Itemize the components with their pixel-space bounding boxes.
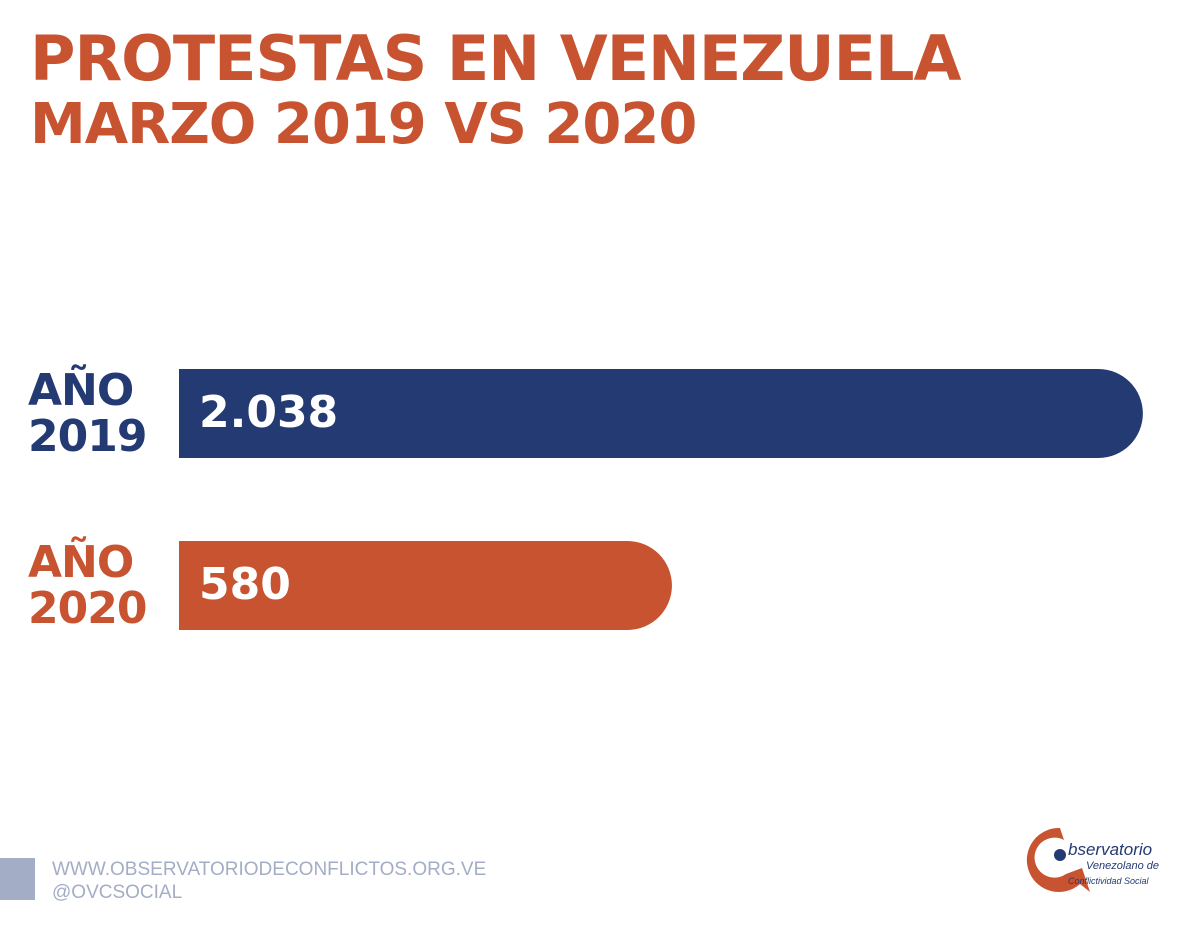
footer-social[interactable]: @OVCSOCIAL <box>52 882 183 903</box>
footer-website[interactable]: WWW.OBSERVATORIODECONFLICTOS.ORG.VE <box>52 859 487 880</box>
bar-2020 <box>179 541 672 630</box>
bar-value-label: 2.038 <box>199 387 338 438</box>
chart-title-line1: PROTESTAS EN VENEZUELA <box>30 22 961 95</box>
category-label-line1: AÑO <box>28 537 134 588</box>
category-label-line2: 2020 <box>28 583 147 634</box>
footer-accent-square <box>0 858 35 900</box>
logo-text-3: Conflictividad Social <box>1068 876 1149 886</box>
category-label-line2: 2019 <box>28 411 147 462</box>
logo-text-1: bservatorio <box>1068 840 1153 859</box>
bar-value-label: 580 <box>199 559 291 610</box>
logo-g-icon <box>1026 827 1090 892</box>
category-label-line1: AÑO <box>28 365 134 416</box>
category-label-2020: AÑO 2020 <box>28 537 147 634</box>
category-label-2019: AÑO 2019 <box>28 365 147 462</box>
bar-2019 <box>179 369 1143 458</box>
observatorio-logo: bservatorio Venezolano de Conflictividad… <box>1020 822 1180 897</box>
logo-text-2: Venezolano de <box>1086 860 1159 872</box>
chart-title-line2: MARZO 2019 VS 2020 <box>30 92 697 157</box>
